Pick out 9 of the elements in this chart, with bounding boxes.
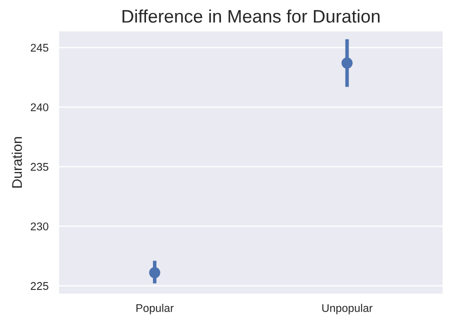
y-axis-title: Duration xyxy=(12,137,22,188)
y-tick-label: 240 xyxy=(30,103,48,112)
x-tick-label: Popular xyxy=(136,304,174,314)
x-tick-label: Unpopular xyxy=(322,304,373,314)
y-tick-label: 225 xyxy=(30,282,48,290)
y-tick-label: 245 xyxy=(30,44,48,52)
y-tick-label: 230 xyxy=(30,222,48,230)
chart-title: Difference in Means for Duration xyxy=(122,9,380,23)
y-tick-label: 235 xyxy=(30,162,48,171)
